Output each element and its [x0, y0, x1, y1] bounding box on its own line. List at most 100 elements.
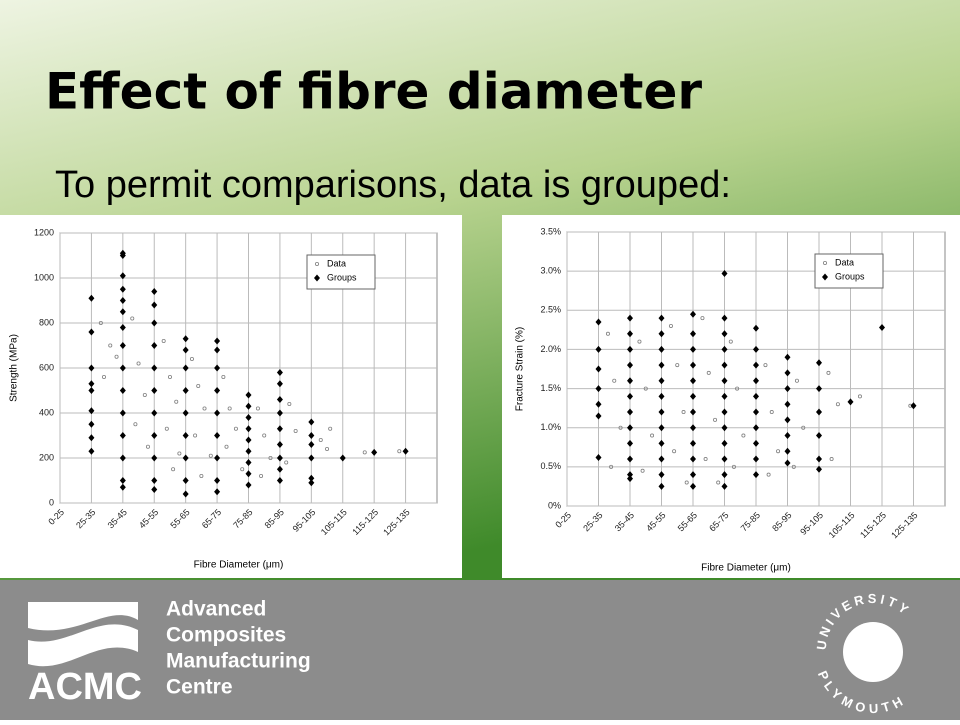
group-point — [119, 409, 126, 417]
group-point — [658, 408, 665, 416]
data-point — [196, 383, 201, 388]
data-point — [700, 316, 705, 321]
group-point — [308, 479, 315, 487]
group-point — [816, 455, 822, 463]
data-point — [640, 468, 645, 473]
group-point — [658, 471, 665, 479]
group-point — [721, 377, 728, 385]
group-point — [182, 490, 189, 498]
group-point — [182, 409, 189, 417]
group-point — [402, 447, 409, 455]
group-point — [784, 447, 791, 455]
group-point — [784, 459, 791, 467]
group-point — [276, 465, 283, 473]
group-point — [214, 409, 221, 417]
data-point — [769, 410, 774, 415]
data-point — [801, 425, 806, 430]
group-point — [690, 408, 696, 416]
y-tick-label: 1.0% — [540, 422, 561, 432]
data-point — [318, 437, 323, 442]
data-point — [167, 374, 172, 379]
data-point — [114, 354, 119, 359]
data-point — [706, 370, 711, 375]
group-point — [753, 324, 759, 332]
y-tick-label: 2.5% — [540, 305, 561, 315]
group-point — [721, 345, 728, 353]
group-point — [88, 380, 95, 388]
group-point — [214, 337, 221, 345]
group-point — [753, 455, 759, 463]
group-point — [308, 441, 315, 448]
data-point — [133, 422, 138, 427]
group-point — [151, 486, 158, 493]
group-point — [784, 369, 791, 377]
data-point — [681, 410, 686, 415]
group-point — [308, 418, 315, 426]
y-tick-label: 0.5% — [540, 461, 561, 471]
group-point — [119, 432, 126, 439]
legend-label: Data — [835, 257, 854, 267]
data-point — [142, 392, 147, 397]
group-point — [276, 477, 283, 484]
group-point — [721, 482, 728, 490]
data-point — [171, 467, 176, 472]
data-point — [835, 402, 840, 407]
footer — [0, 580, 960, 720]
group-point — [690, 455, 696, 463]
group-point — [214, 387, 221, 394]
group-point — [816, 432, 822, 440]
data-point — [612, 378, 617, 383]
group-point — [595, 385, 602, 393]
group-point — [214, 477, 221, 484]
group-point — [119, 364, 126, 372]
group-point — [627, 361, 633, 369]
data-point — [145, 444, 150, 449]
group-point — [753, 345, 759, 353]
group-point — [151, 342, 158, 349]
data-point — [728, 339, 733, 344]
group-point — [690, 424, 696, 432]
data-point — [287, 401, 292, 406]
group-point — [595, 400, 602, 408]
group-point — [182, 335, 189, 343]
group-point — [627, 455, 633, 463]
group-point — [658, 361, 665, 369]
group-point — [119, 454, 126, 462]
slide-subtitle: To permit comparisons, data is grouped: — [55, 164, 731, 206]
data-point — [101, 374, 106, 379]
group-point — [88, 407, 95, 415]
group-point — [721, 439, 728, 447]
x-axis-label: Fibre Diameter (μm) — [194, 560, 284, 571]
data-point — [643, 386, 648, 391]
group-point — [690, 471, 696, 479]
data-point — [177, 451, 182, 456]
group-point — [245, 391, 252, 399]
group-point — [816, 359, 822, 367]
y-tick-label: 1.5% — [540, 383, 561, 393]
group-point — [182, 454, 189, 462]
y-tick-label: 1000 — [34, 272, 54, 282]
group-point — [690, 392, 696, 400]
group-point — [658, 314, 665, 322]
data-point — [227, 406, 232, 411]
group-point — [119, 483, 126, 491]
group-point — [595, 412, 602, 420]
group-point — [339, 454, 346, 462]
group-point — [627, 439, 633, 447]
group-point — [627, 475, 633, 483]
acmc-logo — [28, 602, 138, 667]
group-point — [595, 345, 602, 353]
data-point — [240, 467, 245, 472]
data-point — [262, 433, 267, 438]
group-point — [119, 308, 126, 316]
y-tick-label: 0% — [548, 500, 561, 510]
data-point — [741, 433, 746, 438]
group-point — [753, 424, 759, 432]
group-point — [119, 342, 126, 349]
group-point — [658, 330, 665, 338]
data-point — [703, 457, 708, 462]
data-point — [362, 450, 367, 455]
group-point — [595, 318, 602, 326]
group-point — [119, 285, 126, 293]
group-point — [88, 420, 95, 428]
